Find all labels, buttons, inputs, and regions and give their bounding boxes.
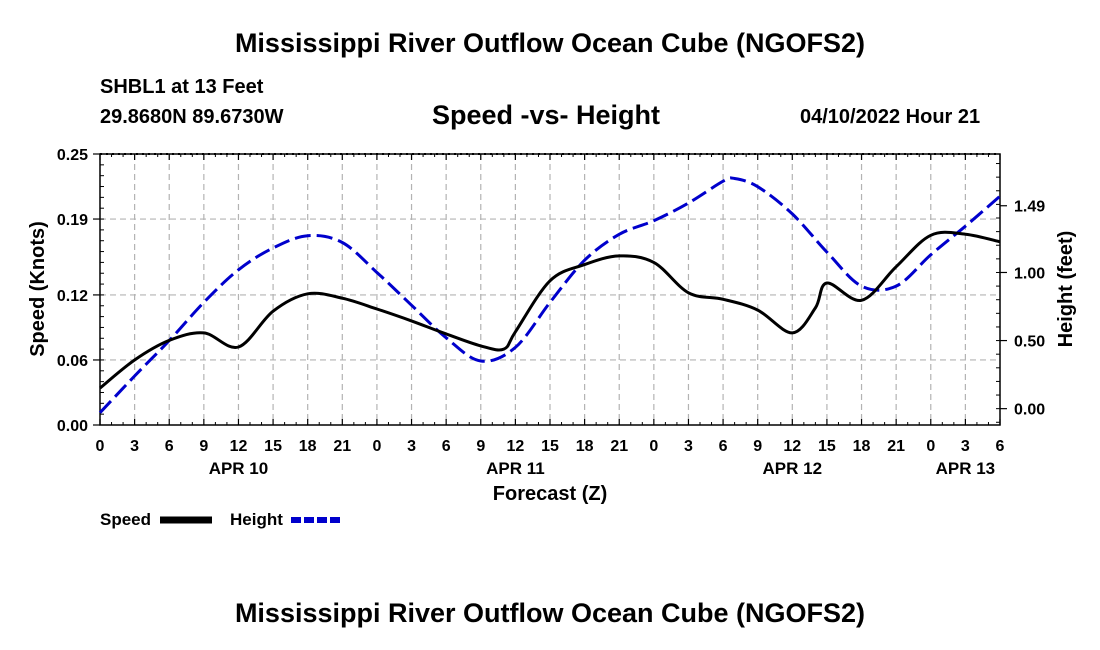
x-tick-label: 6 <box>719 438 728 455</box>
x-tick-label: 0 <box>649 438 658 455</box>
height-series-line <box>98 176 1001 414</box>
y-right-tick-label: 1.49 <box>1014 199 1045 216</box>
y-left-tick-label: 0.00 <box>57 418 88 435</box>
y-left-tick-label: 0.12 <box>57 288 88 305</box>
x-axis: 0 3 6 9 12 15 18 21 0 3 6 9 12 15 18 21 0 3 6 9 12 15 18 21 0 3 6A… <box>96 154 1005 478</box>
y-left-tick-label: 0.25 <box>57 147 88 164</box>
y-left-axis: 0.00 0.06 0.12 0.19 0.25 <box>57 147 104 435</box>
x-tick-label: 15 <box>818 438 836 455</box>
x-tick-label: 9 <box>199 438 208 455</box>
x-date-label: APR 13 <box>936 459 996 478</box>
legend: Speed Height <box>100 510 342 529</box>
x-axis-label: Forecast (Z) <box>493 483 607 505</box>
x-tick-label: 0 <box>926 438 935 455</box>
x-tick-label: 21 <box>887 438 905 455</box>
x-tick-label: 6 <box>165 438 174 455</box>
x-tick-label: 12 <box>230 438 248 455</box>
y-left-tick-label: 0.06 <box>57 353 88 370</box>
x-tick-label: 9 <box>753 438 762 455</box>
chart-subtitle: Speed -vs- Height <box>432 100 661 130</box>
series-layer <box>98 176 1001 414</box>
x-tick-label: 15 <box>541 438 559 455</box>
x-date-label: APR 12 <box>763 459 823 478</box>
main-title: Mississippi River Outflow Ocean Cube (NG… <box>234 28 866 58</box>
y-right-tick-label: 0.00 <box>1014 402 1045 419</box>
x-date-label: APR 10 <box>209 459 269 478</box>
station-label: SHBL1 at 13 Feet <box>100 76 264 98</box>
x-tick-label: 15 <box>264 438 282 455</box>
x-tick-label: 21 <box>610 438 628 455</box>
legend-height-label: Height <box>230 510 283 529</box>
x-tick-label: 6 <box>996 438 1005 455</box>
grid-lines <box>100 154 1000 425</box>
x-tick-label: 21 <box>333 438 351 455</box>
x-tick-label: 3 <box>961 438 970 455</box>
y-right-tick-label: 0.50 <box>1014 334 1045 351</box>
y-right-axis-label: Height (feet) <box>1055 231 1077 348</box>
forecast-datetime: 04/10/2022 Hour 21 <box>800 106 981 128</box>
legend-speed-label: Speed <box>100 510 151 529</box>
x-tick-label: 12 <box>783 438 801 455</box>
y-left-tick-label: 0.19 <box>57 212 88 229</box>
x-tick-label: 3 <box>684 438 693 455</box>
y-left-axis-label: Speed (Knots) <box>27 221 49 357</box>
x-tick-label: 9 <box>476 438 485 455</box>
station-coordinates: 29.8680N 89.6730W <box>100 106 284 128</box>
x-date-label: APR 11 <box>486 459 545 478</box>
y-right-axis: 0.00 0.50 1.00 1.49 <box>996 163 1045 423</box>
x-tick-label: 3 <box>130 438 139 455</box>
x-tick-label: 18 <box>853 438 871 455</box>
y-right-tick-label: 1.00 <box>1014 265 1045 282</box>
speed-series-line <box>99 230 1001 390</box>
x-tick-label: 12 <box>506 438 524 455</box>
x-tick-label: 6 <box>442 438 451 455</box>
x-tick-label: 0 <box>96 438 105 455</box>
x-tick-label: 3 <box>407 438 416 455</box>
repeated-title: Mississippi River Outflow Ocean Cube (NG… <box>234 598 866 628</box>
x-tick-label: 18 <box>299 438 317 455</box>
x-tick-label: 18 <box>576 438 594 455</box>
x-tick-label: 0 <box>372 438 381 455</box>
